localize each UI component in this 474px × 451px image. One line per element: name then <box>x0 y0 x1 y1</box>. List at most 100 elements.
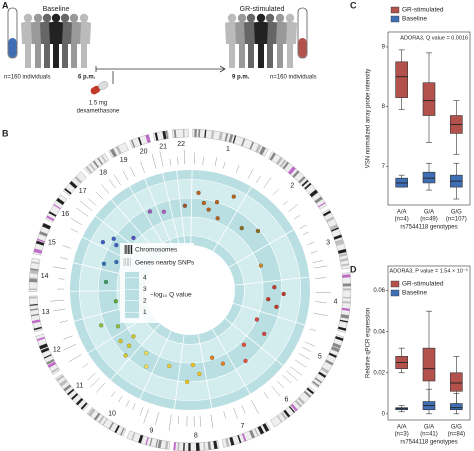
gene-label-line <box>113 174 121 185</box>
arrow-head <box>219 65 226 73</box>
chromosome-band <box>241 138 246 147</box>
person-head <box>265 13 275 23</box>
q-grid-ring <box>116 216 264 364</box>
legend-swatch <box>129 245 131 254</box>
gene-label-line <box>302 346 312 352</box>
gene-label-line <box>282 200 288 206</box>
chromosome-band <box>338 253 348 258</box>
chromosome-label: 6 <box>284 396 288 403</box>
chromosome-band <box>276 156 283 165</box>
snp-point <box>254 317 260 322</box>
chromosome-band <box>157 439 162 449</box>
chromosome-band <box>63 384 72 392</box>
chromosome-band <box>145 134 151 143</box>
chromosome-label: 22 <box>177 141 185 148</box>
chromosome-band <box>115 145 122 155</box>
snp-point <box>99 323 104 328</box>
gene-label-line <box>303 231 309 235</box>
person-head <box>33 13 43 23</box>
snp-point <box>123 353 128 358</box>
chromosome-divider <box>232 302 305 326</box>
chromosome-band <box>249 429 256 439</box>
person-head <box>285 13 295 23</box>
chromosome-band <box>173 129 177 138</box>
gene-label-line <box>310 251 318 254</box>
snp-point <box>185 379 190 384</box>
chromosome-ideogram <box>62 171 87 197</box>
snp-point <box>210 355 215 360</box>
time-label: 9 p.m. <box>232 75 250 81</box>
gene-label-line <box>139 406 144 416</box>
gene-label-line <box>312 260 323 263</box>
snp-point <box>190 362 196 368</box>
chromosome-band <box>259 146 266 156</box>
snp-point <box>243 358 248 363</box>
chromosome-label: 9 <box>150 428 154 435</box>
snp-point <box>144 364 149 369</box>
gene-label-line <box>177 157 179 165</box>
legend-tick-label: 1 <box>143 309 147 316</box>
snp-point <box>196 190 201 195</box>
gene-label-line <box>108 179 116 189</box>
gene-label-line <box>53 308 66 312</box>
chromosome-band <box>335 239 344 245</box>
x-tick-label: G/A <box>424 210 434 216</box>
chromosome-band <box>342 283 351 287</box>
chromosome-band <box>337 326 347 331</box>
chromosome-band <box>228 134 234 143</box>
chromosome-band <box>137 137 142 146</box>
timeline <box>95 65 226 84</box>
legend-tick-label: 4 <box>143 274 147 281</box>
gene-label-line <box>68 354 82 363</box>
chromosome-band <box>229 437 235 446</box>
snp-point <box>131 334 136 339</box>
chromosome-band <box>241 433 247 442</box>
chromosome-divider <box>197 334 213 409</box>
chromosome-band <box>87 408 96 417</box>
snp-point <box>127 343 132 348</box>
gene-label-line <box>309 328 316 332</box>
chromosome-band <box>59 379 68 387</box>
chromosome-band <box>155 439 159 448</box>
gene-label-line <box>256 175 261 183</box>
snp-point <box>131 235 136 240</box>
chromosome-band <box>98 415 105 424</box>
chromosome-band <box>336 242 345 247</box>
x-tick-label: A/A <box>397 425 407 431</box>
y-axis-label: VSN normalized array probe intensity <box>366 69 372 168</box>
chromosome-band <box>56 375 65 382</box>
chromosome-band <box>329 224 339 231</box>
legend-label: Baseline <box>402 16 427 23</box>
chromosome-band <box>342 301 351 304</box>
chromosome-band <box>330 227 339 232</box>
chromosome-band <box>120 427 125 436</box>
chromosome-band <box>145 436 149 446</box>
legend-label: Genes nearby SNPs <box>135 260 195 267</box>
chromosome-label: 13 <box>42 309 50 316</box>
gene-label-line <box>62 343 77 351</box>
person-head <box>60 13 70 23</box>
chromosome-band <box>249 141 254 150</box>
chromosome-band <box>195 442 200 451</box>
chromosome-label: 19 <box>120 157 128 164</box>
chromosome-band <box>110 148 117 158</box>
snp-point <box>114 259 119 265</box>
chromosome-band <box>282 161 290 170</box>
snp-point <box>258 263 264 268</box>
chromosome-band <box>29 277 38 280</box>
tube-fill <box>298 38 307 58</box>
snp-point <box>161 209 166 214</box>
x-tick-label: G/G <box>451 210 462 216</box>
gene-label-line <box>299 224 307 229</box>
chromosome-band <box>46 215 55 221</box>
snp-point <box>241 342 247 347</box>
snp-point <box>272 285 277 290</box>
chromosome-band <box>29 296 38 299</box>
gene-label-line <box>271 385 281 397</box>
chromosome-band <box>35 240 45 246</box>
chromosome-divider <box>162 173 181 247</box>
box <box>422 82 436 116</box>
plot-frame <box>387 31 471 206</box>
chromosome-band <box>304 182 312 190</box>
chromosome-band <box>213 440 218 450</box>
